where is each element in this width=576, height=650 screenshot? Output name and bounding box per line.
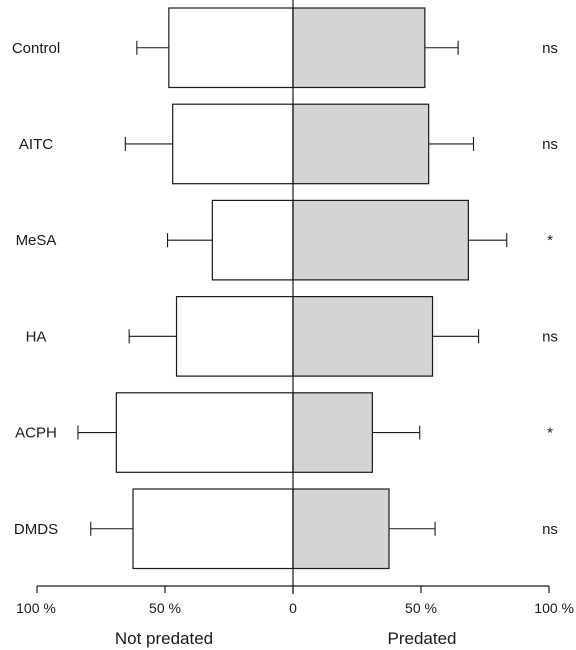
not-predated-bars <box>115 7 294 570</box>
category-label-dmds: DMDS <box>14 521 58 538</box>
x-axis-title-not-predated: Not predated <box>115 629 213 648</box>
significance-label-control: ns <box>542 40 558 57</box>
bar-predated-ha <box>292 296 434 377</box>
significance-label-mesa: * <box>547 232 553 249</box>
bar-not-predated-control <box>168 7 294 89</box>
category-label-acph: ACPH <box>15 425 57 442</box>
x-tick-label-1: 50 % <box>149 600 181 616</box>
predated-bars <box>292 7 469 570</box>
bar-not-predated-dmds <box>132 488 294 570</box>
category-label-mesa: MeSA <box>16 232 57 249</box>
bar-predated-control <box>292 7 426 89</box>
significance-labels: ns ns * ns * ns <box>542 40 558 538</box>
bar-not-predated-ha <box>175 296 294 377</box>
bar-predated-aitc <box>292 103 430 185</box>
significance-label-dmds: ns <box>542 521 558 538</box>
category-label-aitc: AITC <box>19 136 53 153</box>
category-labels: Control AITC MeSA HA ACPH DMDS <box>12 40 60 538</box>
bar-not-predated-aitc <box>172 103 294 185</box>
category-label-control: Control <box>12 40 60 57</box>
significance-label-aitc: ns <box>542 136 558 153</box>
error-bars <box>77 40 508 536</box>
category-label-ha: HA <box>26 328 47 345</box>
bar-predated-dmds <box>292 488 390 570</box>
significance-label-ha: ns <box>542 328 558 345</box>
x-axis-title-predated: Predated <box>388 629 457 648</box>
x-tick-label-3: 50 % <box>405 600 437 616</box>
bar-not-predated-acph <box>115 392 294 473</box>
x-tick-label-2: 0 <box>289 600 297 616</box>
bar-not-predated-mesa <box>211 199 294 281</box>
significance-label-acph: * <box>547 425 553 442</box>
x-tick-label-4: 100 % <box>534 600 574 616</box>
bar-predated-acph <box>292 392 373 473</box>
x-axis: 100 % 50 % 0 50 % 100 % <box>16 585 574 616</box>
x-tick-label-0: 100 % <box>16 600 56 616</box>
bar-predated-mesa <box>292 199 469 281</box>
